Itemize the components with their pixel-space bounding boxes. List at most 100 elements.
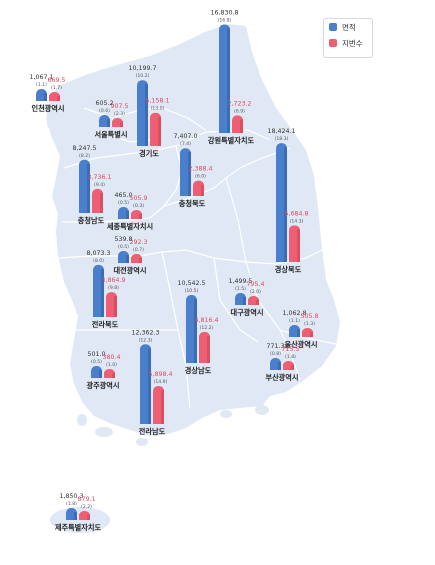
- legend-swatch-area: [329, 23, 337, 31]
- bar-area-shade: [188, 152, 191, 196]
- bar-parcels-shade: [120, 122, 123, 127]
- bar-parcels-shade: [207, 335, 210, 363]
- bar-area-shade: [99, 370, 102, 378]
- bar-area-base: [289, 331, 300, 337]
- data-label-parcels: 879.1: [77, 496, 95, 503]
- bar-parcels-base: [106, 311, 117, 317]
- bar-area-shade: [284, 147, 287, 262]
- data-label-parcels: 2,723.2: [227, 100, 251, 107]
- region-3: 16,830.8(16.8) 2,723.2(6.9) 강원특별자치도: [208, 9, 255, 145]
- region-bars: 1,067.1(1.1)669.5(1.7)인천광역시605.2(0.6)907…: [29, 9, 318, 532]
- bar-parcels-shade: [310, 332, 313, 337]
- island-jindo: [95, 427, 113, 437]
- bar-area-shade: [297, 329, 300, 337]
- bar-area-shade: [101, 268, 104, 317]
- data-label-parcels-pct: (14.3): [290, 218, 304, 224]
- bar-parcels-base: [289, 256, 300, 262]
- region-label: 강원특별자치도: [208, 136, 255, 145]
- region-label: 경상남도: [185, 366, 212, 375]
- island-anmyeon: [57, 196, 67, 204]
- data-label-parcels: 5,158.1: [145, 98, 169, 105]
- bar-parcels-base: [92, 207, 103, 213]
- region-7: 465.0(0.5)505.9(0.3) 세종특별자치시: [107, 192, 153, 231]
- region-12: 1,062.8(1.1)505.8(1.3) 울산광역시: [282, 310, 318, 349]
- region-label: 충청북도: [179, 199, 206, 208]
- bar-area-base: [99, 121, 110, 127]
- data-label-parcels: 4,816.4: [194, 317, 218, 324]
- legend-item-area: 면적: [324, 19, 372, 35]
- bar-parcels-base: [248, 299, 259, 305]
- bar-area-base: [79, 207, 90, 213]
- island-ganghwa: [47, 119, 57, 129]
- bar-area-base: [93, 311, 104, 317]
- data-label-parcels-pct: (2.3): [114, 111, 125, 117]
- island-gyodong: [42, 104, 54, 112]
- data-label-area-pct: (0.8): [270, 351, 281, 357]
- region-10: 10,542.5(10.5) 4,816.4(12.2) 경상남도: [177, 280, 218, 375]
- region-11: 1,499.5(1.5)795.4(2.0) 대구광역시: [228, 278, 264, 317]
- data-label-area-pct: (1.5): [235, 286, 246, 292]
- data-label-parcels-pct: (2.2): [81, 504, 92, 510]
- bar-parcels-base: [302, 331, 313, 337]
- data-label-parcels-pct: (6.0): [195, 174, 206, 180]
- data-label-parcels: 5,684.8: [284, 210, 308, 217]
- data-label-parcels-pct: (1.8): [285, 354, 296, 360]
- region-0: 1,067.1(1.1)669.5(1.7) 인천광역시: [29, 74, 65, 113]
- legend: 면적 지번수: [323, 18, 373, 58]
- data-label-area: 12,362.3: [131, 329, 159, 336]
- region-1: 605.2(0.6)907.5(2.3) 서울특별시: [94, 100, 128, 139]
- bar-area-base: [137, 140, 148, 146]
- bar-parcels-shade: [161, 389, 164, 424]
- data-label-area-pct: (1.1): [36, 82, 47, 88]
- region-label: 경기도: [139, 149, 159, 158]
- bar-area-base: [118, 213, 129, 219]
- data-label-parcels-pct: (1.3): [304, 321, 315, 327]
- bar-area-base: [91, 372, 102, 378]
- data-label-parcels-pct: (12.2): [200, 325, 214, 331]
- data-label-area-pct: (1.8): [66, 501, 77, 507]
- region-label: 서울특별시: [94, 130, 127, 139]
- data-label-parcels-pct: (0.7): [133, 247, 144, 253]
- region-8: 539.8(0.5)292.3(0.7) 대전광역시: [113, 236, 147, 275]
- region-label: 대구광역시: [230, 308, 263, 317]
- data-label-parcels: 380.4: [102, 354, 120, 361]
- data-label-area-pct: (10.2): [136, 73, 150, 79]
- bar-area-shade: [74, 512, 77, 520]
- bar-area-shade: [107, 119, 110, 127]
- data-label-parcels-pct: (1.0): [106, 362, 117, 368]
- bar-parcels-base: [131, 213, 142, 219]
- data-label-parcels-pct: (2.0): [250, 289, 261, 295]
- data-label-parcels: 2,388.4: [188, 166, 212, 173]
- bar-parcels-shade: [139, 214, 142, 219]
- region-14: 12,362.3(12.3) 5,898.4(14.9) 전라남도: [131, 329, 172, 436]
- region-label: 광주광역시: [86, 381, 119, 390]
- data-label-area-pct: (7.4): [180, 141, 191, 147]
- legend-label-parcels: 지번수: [342, 38, 363, 48]
- bar-parcels-shade: [57, 96, 60, 101]
- island-namhae: [220, 410, 232, 418]
- data-label-parcels-pct: (0.3): [133, 203, 144, 209]
- data-label-area: 10,199.7: [128, 65, 156, 72]
- bar-parcels-shade: [201, 184, 204, 196]
- data-label-area-pct: (0.5): [118, 244, 129, 250]
- bar-parcels-base: [79, 514, 90, 520]
- data-label-area-pct: (18.3): [275, 136, 289, 142]
- data-label-area-pct: (1.1): [289, 318, 300, 324]
- region-15: 771.3(0.8)715.5(1.8) 부산광역시: [265, 343, 299, 382]
- region-6: 8,247.5(8.2) 3,736.1(9.4) 충청남도: [72, 145, 111, 225]
- data-label-parcels-pct: (9.4): [94, 182, 105, 188]
- data-label-parcels-pct: (9.8): [108, 285, 119, 291]
- region-label: 부산광역시: [265, 373, 298, 382]
- bar-parcels-shade: [240, 119, 243, 133]
- data-label-parcels: 669.5: [47, 77, 65, 84]
- data-label-parcels: 795.4: [246, 281, 264, 288]
- bar-parcels-base: [112, 121, 123, 127]
- bar-parcels-shade: [139, 258, 142, 263]
- data-label-parcels: 907.5: [110, 103, 128, 110]
- island-sinan: [77, 414, 87, 426]
- bar-area-base: [140, 418, 151, 424]
- bar-area-base: [219, 127, 230, 133]
- data-label-area: 605.2: [95, 100, 113, 107]
- region-label: 충청남도: [78, 216, 105, 225]
